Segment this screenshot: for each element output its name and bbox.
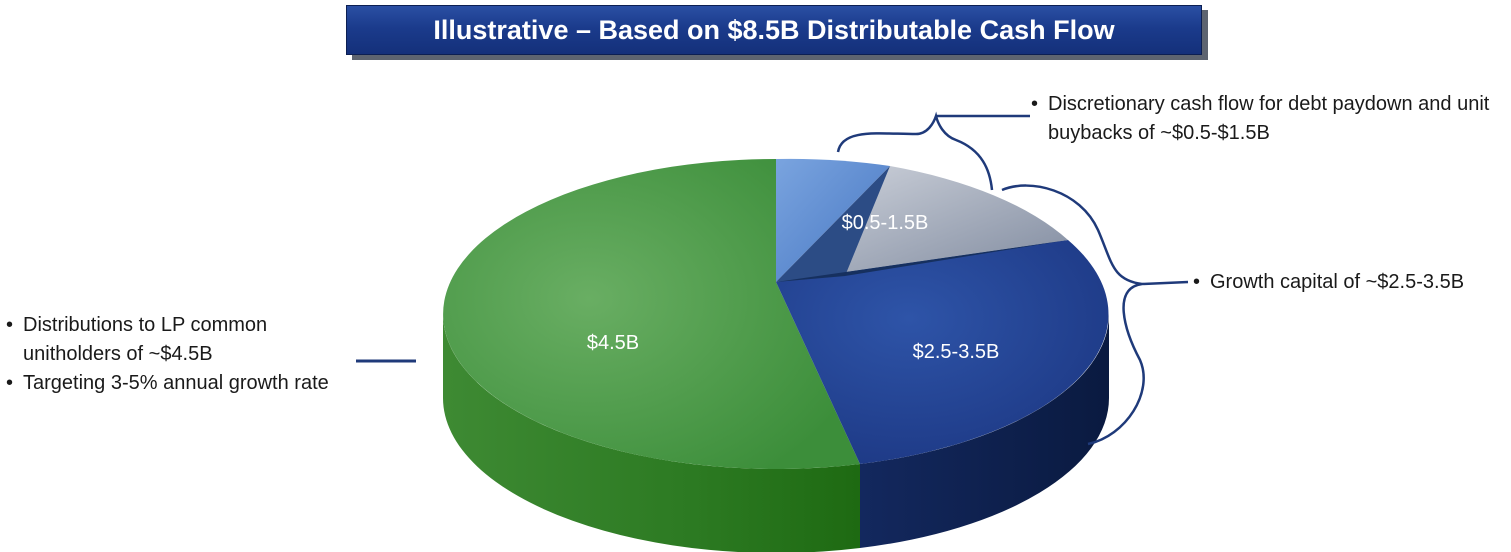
bullet-glyph: • [6, 314, 14, 336]
bullet-item: • Discretionary cash flow for debt paydo… [1031, 90, 1501, 148]
bullet-item: • Distributions to LP common unitholders… [6, 311, 346, 369]
bullet-text: Targeting 3-5% annual growth rate [23, 372, 329, 394]
bullet-item: • Targeting 3-5% annual growth rate [6, 369, 346, 398]
pie-side-blue [860, 314, 1109, 548]
pie-slice-dark-blue [776, 240, 1109, 464]
title-banner: Illustrative – Based on $8.5B Distributa… [346, 5, 1202, 55]
pie-wedge-face-left [776, 166, 890, 282]
pie-side-green [443, 314, 860, 552]
bullet-text: Discretionary cash flow for debt paydown… [1048, 93, 1490, 144]
chart-title: Illustrative – Based on $8.5B Distributa… [433, 14, 1115, 45]
bullet-text: Distributions to LP common unitholders o… [23, 314, 268, 365]
slice-label-light-blue: $0.5-1.5B [842, 212, 929, 234]
bullet-text: Growth capital of ~$2.5-3.5B [1210, 271, 1465, 293]
slice-label-dark-blue: $2.5-3.5B [913, 341, 1000, 363]
brace-top [836, 111, 1030, 191]
slice-label-green: $4.5B [587, 332, 639, 354]
pie-slice-light-blue [776, 158, 890, 282]
callout-distributions: • Distributions to LP common unitholders… [6, 311, 346, 398]
pie-wedge-face-bottom [776, 240, 1068, 282]
brace-right [1001, 184, 1189, 446]
pie-slice-green [443, 159, 860, 469]
bullet-item: • Growth capital of ~$2.5-3.5B [1193, 268, 1511, 297]
bullet-glyph: • [6, 372, 14, 394]
callout-discretionary: • Discretionary cash flow for debt paydo… [1031, 90, 1501, 148]
callout-growth: • Growth capital of ~$2.5-3.5B [1193, 268, 1511, 297]
bullet-glyph: • [1193, 271, 1201, 293]
bullet-glyph: • [1031, 93, 1039, 115]
